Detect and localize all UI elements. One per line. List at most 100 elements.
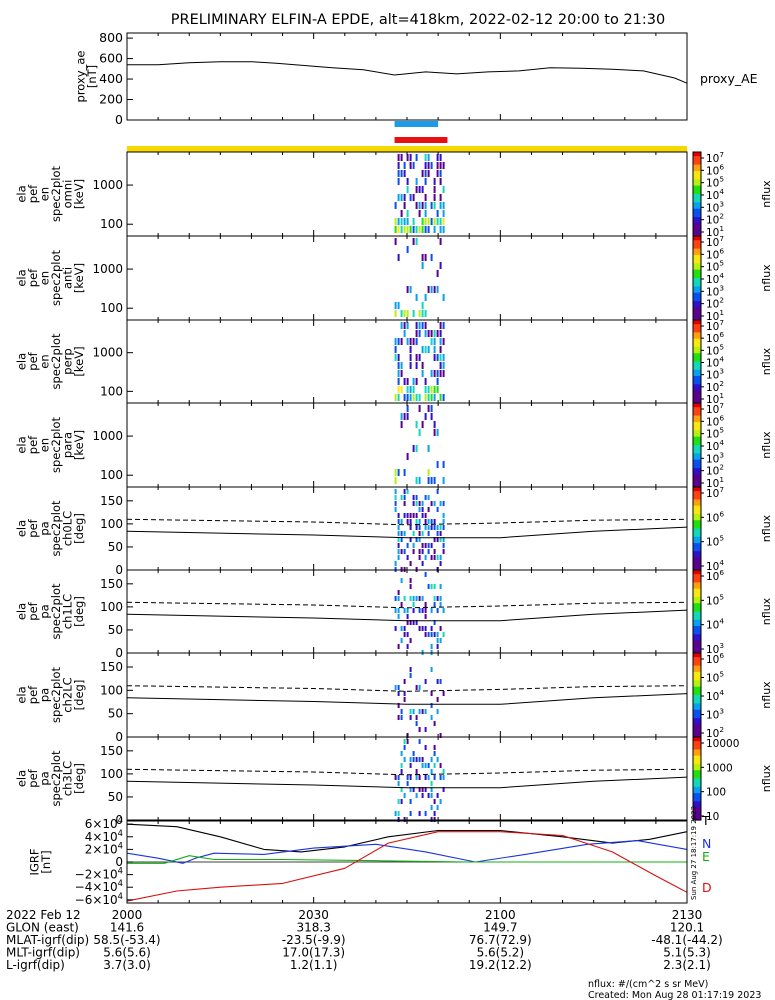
spec-pixel <box>403 495 406 500</box>
colorbar-band <box>693 813 701 817</box>
spec-pixel <box>400 519 403 524</box>
spec-pixel <box>394 310 397 317</box>
spec-pixel <box>418 202 421 209</box>
colorbar-band <box>693 424 701 427</box>
colorbar-label-text: nflux <box>760 180 773 208</box>
spec-pixel <box>430 793 433 798</box>
spec-pixel <box>439 394 442 401</box>
colorbar-band <box>693 267 701 271</box>
colorbar-label: nflux <box>760 431 773 459</box>
colorbar-band <box>693 474 701 478</box>
colorbar-band <box>693 795 701 798</box>
spec-pixel <box>442 461 445 468</box>
spec-pixel <box>430 608 433 613</box>
colorbar-label: nflux <box>760 514 773 542</box>
colorbar-band <box>693 440 701 444</box>
colorbar-tick-label: 105 <box>706 592 724 607</box>
spec-pixel <box>415 769 418 774</box>
igrf-ytick-label: 4×104 <box>85 828 123 844</box>
spec-pixel <box>436 386 439 393</box>
colorbar-band <box>693 518 701 521</box>
colorbar-band <box>693 632 701 635</box>
colorbar-band <box>693 436 701 440</box>
spec-pixel <box>403 626 406 631</box>
spec-pixel <box>406 632 409 637</box>
colorbar-band <box>693 611 701 615</box>
spec-ylabel-line: pef <box>26 601 40 620</box>
spec-pixel <box>433 519 436 524</box>
ae-ylabel-line: proxy_ae <box>73 51 87 103</box>
spec-pixel <box>424 679 427 684</box>
spec-pixel <box>409 561 412 566</box>
colorbar-band <box>693 505 701 509</box>
colorbar-band <box>693 278 701 281</box>
spec-pixel <box>439 626 442 631</box>
colorbar-band <box>693 194 701 197</box>
spec-pixel <box>427 793 430 798</box>
igrf-ylabel-line: [nT] <box>39 850 53 873</box>
spec-pixel <box>436 525 439 530</box>
spec-pixel <box>415 202 418 209</box>
spec-pixel <box>430 757 433 762</box>
spec-pixel <box>412 501 415 506</box>
spec-pixel <box>403 793 406 798</box>
colorbar-band <box>693 442 701 446</box>
colorbar-band <box>693 732 701 736</box>
spec-pixel <box>430 202 433 209</box>
spec-pixel <box>415 757 418 762</box>
spec-ylabel-line: ela <box>14 770 28 787</box>
colorbar-band <box>693 761 701 765</box>
spec-pixel <box>418 405 421 412</box>
colorbar-band <box>693 563 701 567</box>
colorbar-band <box>693 766 701 769</box>
colorbar-band <box>693 219 701 222</box>
spec-pixel <box>436 596 439 601</box>
spec-pixel <box>394 338 397 345</box>
colorbar-band <box>693 749 701 753</box>
spec-panel-omni: 1000100elapefenspec2plotomni[keV]1071061… <box>14 150 773 239</box>
spec-pixel <box>430 555 433 560</box>
colorbar-tick-label: 102 <box>706 212 724 227</box>
colorbar-band <box>693 503 701 507</box>
spec-pixel <box>397 781 400 786</box>
spec-pixel <box>421 202 424 209</box>
colorbar-band <box>693 671 701 675</box>
colorbar-tick-label: 101 <box>706 308 724 323</box>
colorbar-band <box>693 326 701 329</box>
spec-pixel <box>415 294 418 301</box>
xaxis-row-value: 58.5(-53.4) <box>93 933 160 947</box>
colorbar-band <box>693 286 701 290</box>
spec-pixel <box>421 501 424 506</box>
colorbar-band <box>693 342 701 346</box>
colorbar-band <box>693 507 701 511</box>
ae-series-line <box>127 61 688 84</box>
colorbar-band <box>693 217 701 220</box>
colorbar-side-text: Sun Aug 27 18:17:19 2023 <box>690 806 698 900</box>
spec-pixel <box>397 513 400 518</box>
spec-pixel <box>409 513 412 518</box>
spec-pixel <box>415 226 418 233</box>
spec-pixel <box>400 322 403 329</box>
colorbar-band <box>693 516 701 519</box>
colorbar-band <box>693 447 701 450</box>
colorbar-band <box>693 271 701 275</box>
spec-pixel <box>397 644 400 649</box>
spec-pixel <box>403 745 406 750</box>
spec-pixel <box>421 346 424 353</box>
colorbar-band <box>693 547 701 550</box>
spec-pixel <box>439 154 442 161</box>
spec-pixel <box>397 354 400 361</box>
spec-pixel <box>412 596 415 601</box>
colorbar-band <box>693 607 701 611</box>
spec-pixel <box>427 495 430 500</box>
spec-pixel <box>394 469 397 476</box>
spec-pixel <box>442 162 445 169</box>
colorbar-band <box>693 707 701 711</box>
xaxis-row-value: 5.1(5.3) <box>663 946 711 960</box>
colorbar-band <box>693 741 701 744</box>
colorbar-band <box>693 407 701 410</box>
spec-pixel <box>442 549 445 554</box>
spec-pixel <box>424 787 427 792</box>
colorbar-band <box>693 355 701 358</box>
spec-pixel <box>424 632 427 637</box>
